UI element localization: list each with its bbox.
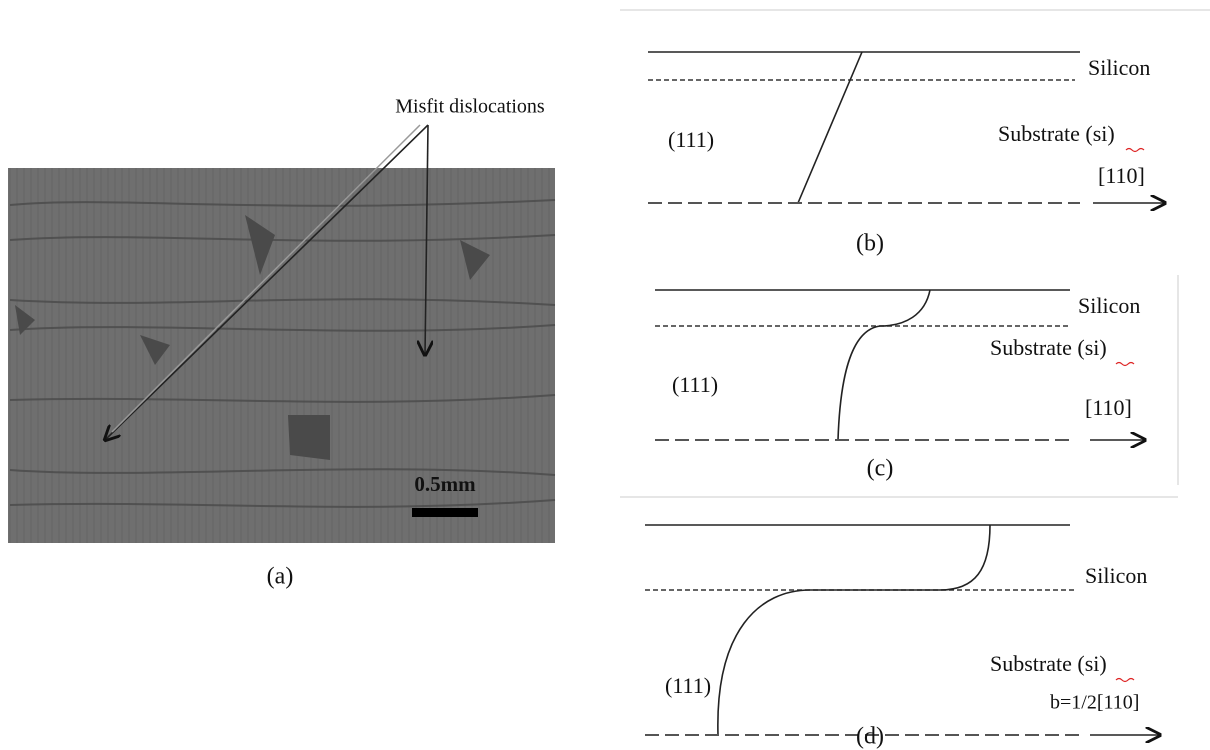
layer-label: Silicon — [1088, 55, 1150, 80]
annotation: Misfit dislocations — [395, 96, 545, 118]
layer-label: Silicon — [1078, 293, 1140, 318]
caption: (b) — [856, 231, 884, 257]
layer-label: Silicon — [1085, 563, 1147, 588]
plane-label: (111) — [665, 673, 711, 698]
figure: 0.5mm Misfit dislocations (a) Silicon (1… — [0, 0, 1210, 750]
plane-label: (111) — [672, 372, 718, 397]
caption: (c) — [867, 456, 894, 482]
direction-label: [110] — [1098, 163, 1145, 188]
scale-bar-label: 0.5mm — [414, 472, 476, 496]
direction-label: b=1/2[110] — [1050, 692, 1139, 714]
plane-label: (111) — [668, 127, 714, 152]
caption: (d) — [856, 724, 884, 750]
substrate-label: Substrate (si) — [990, 335, 1107, 360]
caption: (a) — [267, 564, 294, 590]
substrate-label: Substrate (si) — [998, 121, 1115, 146]
substrate-label: Substrate (si) — [990, 651, 1107, 676]
micrograph: 0.5mm — [8, 168, 555, 543]
direction-label: [110] — [1085, 395, 1132, 420]
